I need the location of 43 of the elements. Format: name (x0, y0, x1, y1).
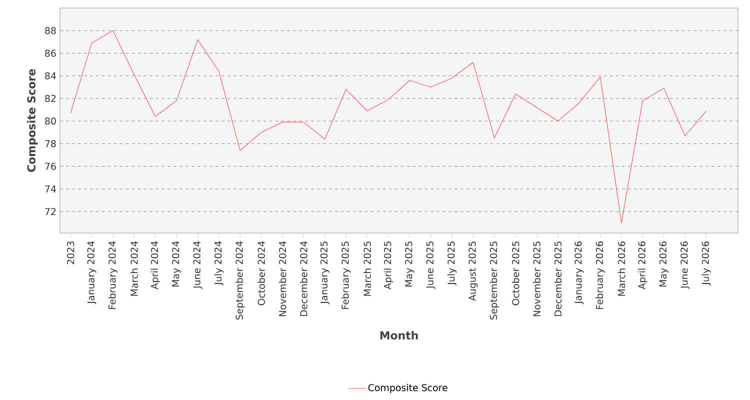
y-tick-label: 74 (45, 185, 56, 192)
x-tick-label: July 2026 (702, 241, 711, 286)
x-tick-label: May 2025 (405, 242, 414, 287)
x-tick-label: April 2025 (384, 242, 393, 290)
x-tick-label: May 2024 (172, 241, 182, 287)
x-tick-label: 2023 (67, 242, 74, 264)
x-tick-label: January 2025 (320, 242, 330, 304)
x-tick-label: February 2026 (596, 241, 605, 309)
y-axis-title: Composite Score (26, 69, 38, 172)
y-tick-label: 82 (45, 94, 56, 102)
y-tick-label: 84 (45, 72, 56, 80)
x-tick-label: June 2026 (680, 241, 690, 289)
y-tick-label: 88 (45, 27, 56, 34)
x-tick-label: May 2026 (659, 241, 668, 287)
y-tick-label: 72 (45, 208, 56, 216)
x-tick-label: March 2026 (618, 241, 626, 296)
x-tick-label: December 2024 (300, 241, 308, 316)
x-tick-label: January 2024 (87, 241, 96, 304)
x-tick-label: February 2025 (341, 242, 351, 309)
x-tick-label: June 2024 (193, 241, 202, 289)
y-tick-label: 78 (45, 140, 56, 148)
x-tick-label: January 2026 (574, 241, 584, 304)
x-tick-label: July 2025 (447, 242, 457, 286)
legend-label: Composite Score (368, 384, 448, 394)
x-tick-label: June 2025 (426, 242, 436, 289)
x-tick-label: April 2024 (150, 241, 160, 290)
x-tick-label: November 2024 (278, 241, 286, 316)
y-tick-label: 76 (45, 162, 56, 170)
x-tick-label: September 2025 (490, 242, 499, 320)
x-tick-label: March 2024 (130, 241, 138, 296)
x-tick-label: December 2025 (554, 242, 562, 316)
x-tick-label: October 2025 (512, 242, 520, 306)
x-tick-label: February 2024 (108, 241, 118, 309)
x-tick-label: October 2024 (258, 241, 265, 306)
x-tick-label: September 2024 (236, 241, 245, 320)
y-tick-label: 86 (45, 50, 56, 57)
x-tick-label: August 2025 (468, 242, 478, 301)
x-tick-label: July 2024 (214, 241, 224, 286)
y-tick-label: 80 (45, 117, 56, 125)
x-tick-label: March 2025 (364, 242, 371, 296)
x-tick-label: November 2025 (533, 242, 540, 316)
x-axis-title: Month (380, 331, 418, 340)
x-tick-label: April 2026 (638, 241, 648, 290)
